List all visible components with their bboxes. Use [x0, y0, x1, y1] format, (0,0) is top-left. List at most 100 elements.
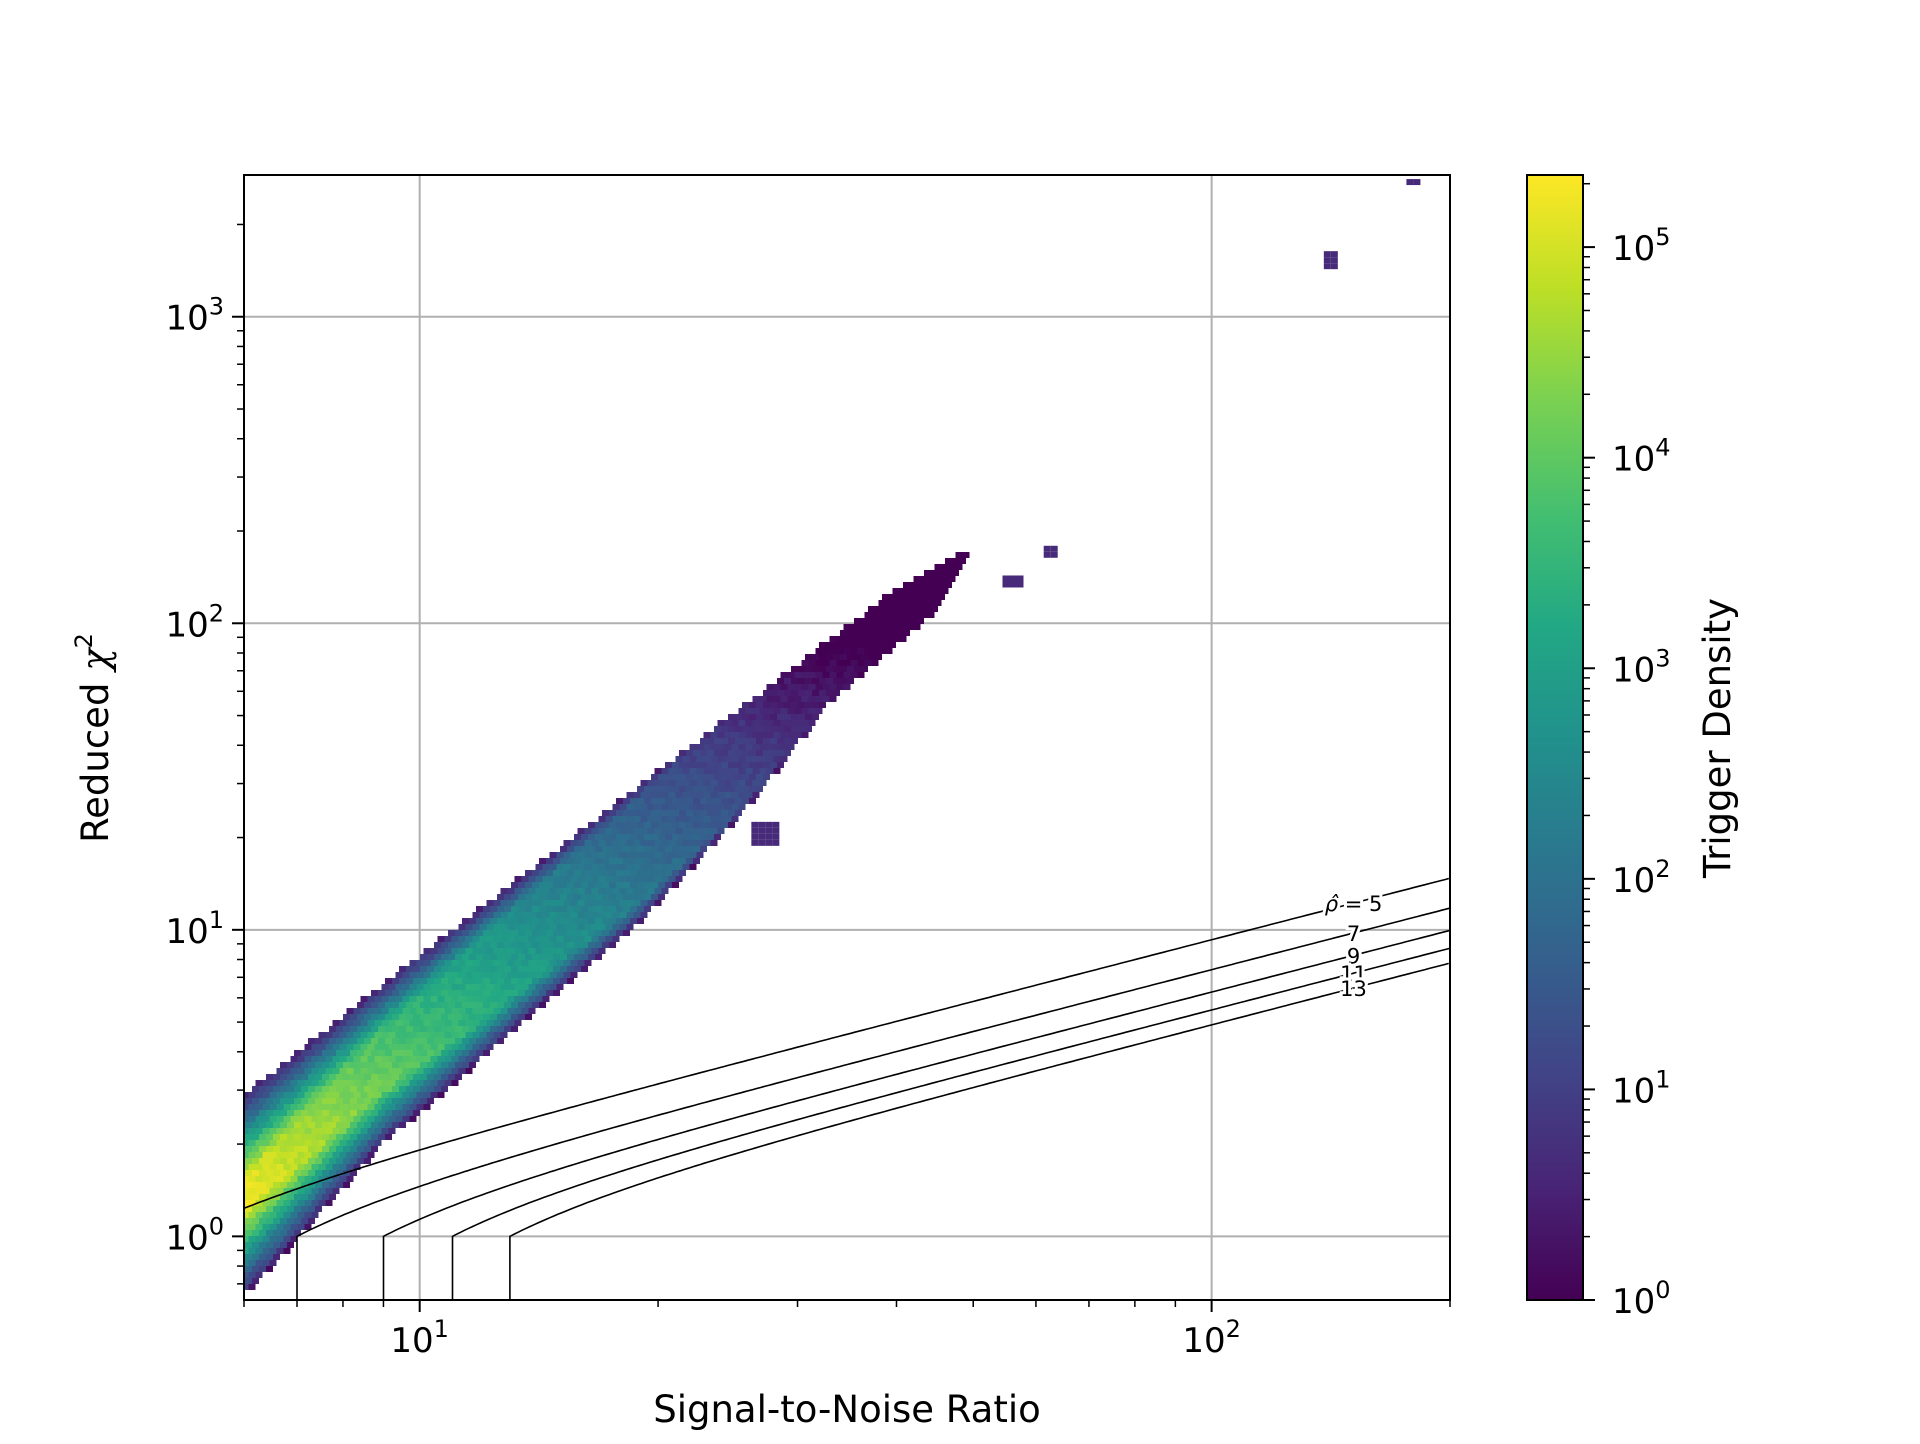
hexbin — [304, 1116, 312, 1122]
hexbin — [850, 624, 858, 630]
hexbin — [577, 924, 585, 930]
hexbin — [388, 1092, 396, 1098]
hexbin — [353, 1152, 361, 1158]
hexbin — [322, 1098, 329, 1104]
hexbin — [679, 750, 686, 756]
hexbin — [875, 606, 882, 612]
hexbin — [353, 1068, 361, 1074]
hexbin — [710, 840, 718, 846]
hexbin — [427, 990, 434, 996]
hexbin — [245, 1254, 252, 1260]
hexbin — [367, 1092, 375, 1098]
hexbin — [801, 660, 809, 666]
hexbin — [434, 990, 441, 996]
hexbin — [343, 1146, 350, 1152]
hexbin — [612, 840, 620, 846]
hexbin — [766, 708, 774, 714]
hexbin — [598, 924, 606, 930]
hexbin — [409, 984, 417, 990]
hexbin — [259, 1230, 266, 1236]
hexbin — [749, 726, 756, 732]
hexbin — [931, 594, 938, 600]
hexbin — [367, 1032, 375, 1038]
hexbin — [448, 990, 455, 996]
hexbin — [290, 1176, 298, 1182]
hexbin — [710, 756, 718, 762]
hexbin — [689, 864, 697, 870]
hexbin — [924, 582, 931, 588]
hexbin — [416, 1092, 424, 1098]
hexbin — [563, 876, 571, 882]
hexbin — [507, 1008, 515, 1014]
hexbin — [364, 1062, 371, 1068]
hexbin — [514, 888, 522, 894]
hexbin — [612, 864, 620, 870]
hexbin — [703, 744, 711, 750]
hexbin — [581, 930, 588, 936]
hexbin — [371, 1122, 378, 1128]
hexbin — [430, 972, 438, 978]
hexbin — [514, 1020, 522, 1026]
hexbin — [455, 942, 462, 948]
hexbin — [836, 684, 844, 690]
hexbin — [472, 1008, 480, 1014]
hexbin — [535, 900, 543, 906]
hexbin — [399, 1098, 406, 1104]
hexbin — [651, 882, 658, 888]
contour-label: ρ̂ = 5 — [1325, 892, 1383, 916]
hexbin — [637, 846, 644, 852]
hexbin — [332, 1164, 340, 1170]
hexbin — [427, 978, 434, 984]
hexbin — [560, 846, 567, 852]
hexbin — [910, 582, 917, 588]
hexbin — [763, 702, 770, 708]
hexbin — [399, 1086, 406, 1092]
hexbin — [308, 1038, 315, 1044]
hexbin — [707, 822, 714, 828]
hexbin — [416, 1032, 424, 1038]
hexbin — [318, 1044, 326, 1050]
hexbin — [822, 660, 830, 666]
hexbin — [630, 882, 637, 888]
hexbin — [451, 936, 459, 942]
hexbin — [861, 630, 868, 636]
hexbin — [672, 774, 679, 780]
hexbin — [493, 924, 501, 930]
hexbin — [542, 996, 550, 1002]
hexbin — [504, 990, 511, 996]
hexbin — [661, 816, 669, 822]
hexbin — [406, 978, 413, 984]
hexbin — [798, 690, 805, 696]
hexbin — [329, 1050, 336, 1056]
hexbin — [752, 732, 760, 738]
hexbin — [374, 1140, 382, 1146]
hexbin — [315, 1062, 322, 1068]
hexbin — [738, 780, 746, 786]
hexbin — [546, 966, 553, 972]
hexbin — [248, 1116, 256, 1122]
hexbin — [696, 852, 704, 858]
hexbin — [791, 678, 798, 684]
hexbin — [504, 1026, 511, 1032]
hexbin — [252, 1170, 259, 1176]
hexbin — [273, 1218, 280, 1224]
hexbin — [304, 1092, 312, 1098]
hexbin — [752, 756, 760, 762]
hexbin — [430, 948, 438, 954]
hexbin — [581, 846, 588, 852]
hexbin-cluster — [1406, 179, 1414, 186]
hexbin — [283, 1128, 291, 1134]
hexbin — [798, 666, 805, 672]
hexbin — [539, 966, 546, 972]
hexbin — [644, 858, 651, 864]
hexbin — [490, 978, 497, 984]
hexbin — [756, 750, 763, 756]
hexbin — [591, 864, 599, 870]
hexbin — [700, 810, 707, 816]
hexbin — [427, 966, 434, 972]
hexbin — [794, 720, 802, 726]
hexbin — [952, 558, 959, 564]
hexbin — [339, 1176, 347, 1182]
hexbin — [728, 798, 735, 804]
